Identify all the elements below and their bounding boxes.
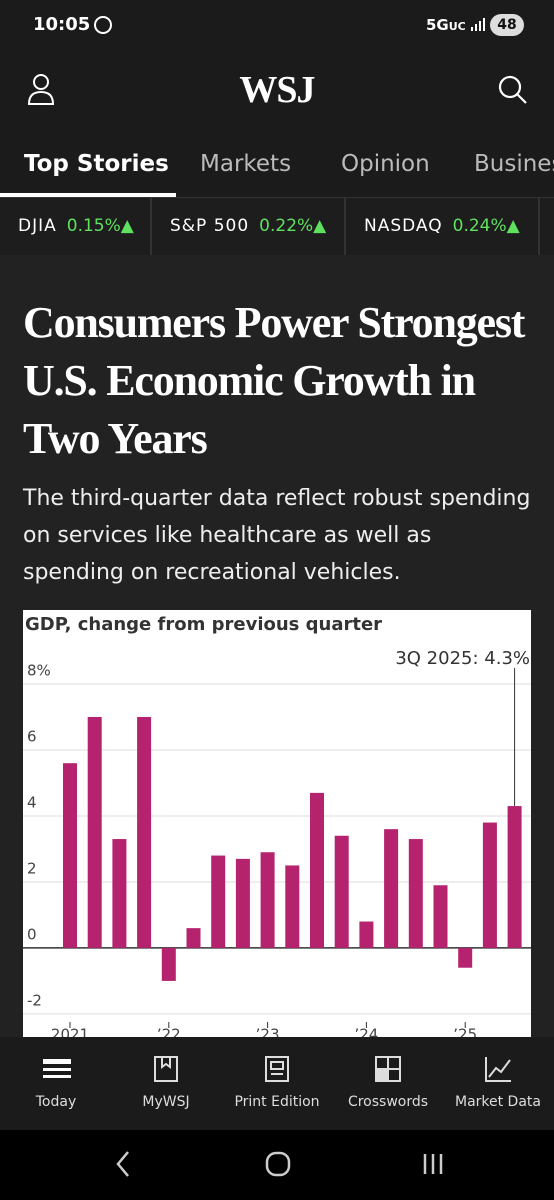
time: 10:05 (33, 14, 91, 35)
market-ticker: DJIA 0.15%▲ S&P 500 0.22%▲ NASDAQ 0.24%▲ (0, 198, 554, 255)
bar (507, 806, 522, 948)
ticker-name: NASDAQ (364, 216, 443, 236)
nav-label: Print Edition (234, 1094, 320, 1110)
nav-icon (265, 1056, 289, 1082)
tab[interactable]: Business (474, 151, 554, 177)
y-tick-label: 8% (27, 662, 51, 680)
bottom-nav: Today MyWSJ Print Edition Crosswords Mar… (0, 1037, 554, 1130)
home-button[interactable] (265, 1151, 291, 1177)
back-button[interactable] (116, 1151, 129, 1177)
bar (334, 835, 349, 948)
up-arrow: ▲ (313, 216, 327, 236)
active-tab-indicator (0, 193, 176, 197)
bar (310, 792, 324, 948)
up-arrow: ▲ (506, 216, 520, 236)
status-bar: 10:05 5GUC 48 (0, 0, 554, 50)
nav-icon (485, 1057, 511, 1082)
bar (211, 855, 226, 948)
bar (384, 829, 399, 948)
ticker[interactable]: S&P 500 0.22%▲ (170, 216, 326, 236)
account-button[interactable] (26, 72, 56, 106)
system-nav (0, 1130, 554, 1200)
section-tabs: Top Stories Markets Opinion Business (0, 135, 554, 198)
ticker[interactable]: NASDAQ 0.24%▲ (364, 216, 520, 236)
annotation: 3Q 2025: 4.3% (395, 648, 530, 669)
bar (186, 928, 201, 948)
up-arrow: ▲ (120, 216, 134, 236)
bar (112, 839, 127, 948)
whatsapp-icon (94, 16, 112, 34)
nav-label: Crosswords (347, 1094, 429, 1110)
headline[interactable]: Consumers Power Strongest U.S. Economic … (23, 298, 525, 463)
deck: The third-quarter data reflect robust sp… (23, 486, 531, 585)
network-sub: UC (448, 20, 466, 33)
bar (63, 763, 77, 948)
y-tick-label: -2 (27, 991, 42, 1009)
app-header: WSJ (0, 50, 554, 135)
y-tick-label: 2 (27, 859, 37, 877)
ticker[interactable]: DJIA 0.15%▲ (18, 216, 134, 236)
ticker-change: 0.15% (66, 216, 121, 236)
bar (359, 921, 374, 948)
nav-icon (375, 1056, 401, 1082)
separator (150, 198, 152, 255)
tab[interactable]: Markets (200, 151, 292, 177)
nav-label: Market Data (454, 1094, 541, 1110)
chart: GDP, change from previous quarter 3Q 202… (23, 610, 531, 1037)
bar (408, 839, 423, 948)
bar (235, 858, 250, 948)
nav-label: MyWSJ (142, 1094, 190, 1110)
bar (260, 852, 275, 948)
bar (285, 865, 300, 948)
recents-button[interactable] (423, 1154, 443, 1174)
signal-icon (471, 18, 485, 31)
x-tick-label: ’22 (157, 1026, 181, 1038)
bar (458, 947, 473, 968)
ticker-change: 0.22% (259, 216, 314, 236)
nav-label: Today (35, 1094, 77, 1110)
chart-title: GDP, change from previous quarter (25, 614, 382, 635)
x-tick-label: ’24 (354, 1026, 378, 1038)
x-tick-label: 2021 (51, 1026, 89, 1038)
y-tick-label: 4 (27, 793, 37, 811)
nav-icon (154, 1056, 178, 1082)
logo[interactable]: WSJ (239, 69, 315, 111)
search-button[interactable] (497, 74, 529, 106)
bar (482, 822, 497, 948)
bar (87, 716, 102, 948)
x-tick-label: ’25 (453, 1026, 477, 1038)
y-tick-label: 6 (27, 727, 37, 745)
x-tick-label: ’23 (256, 1026, 280, 1038)
y-tick-label: 0 (27, 925, 37, 943)
bar (433, 885, 448, 948)
separator (538, 198, 540, 255)
network-type: 5G (426, 16, 449, 34)
ticker-change: 0.24% (452, 216, 507, 236)
tab[interactable]: Top Stories (24, 151, 169, 177)
system-buttons (116, 1151, 443, 1177)
tab[interactable]: Opinion (341, 151, 430, 177)
separator (344, 198, 346, 255)
ticker-name: DJIA (18, 216, 57, 236)
network: 5GUC (426, 16, 466, 34)
bar (161, 947, 176, 981)
battery: 48 (490, 14, 524, 36)
nav-icon (43, 1059, 71, 1078)
ticker-name: S&P 500 (170, 216, 250, 236)
bar (137, 716, 152, 948)
